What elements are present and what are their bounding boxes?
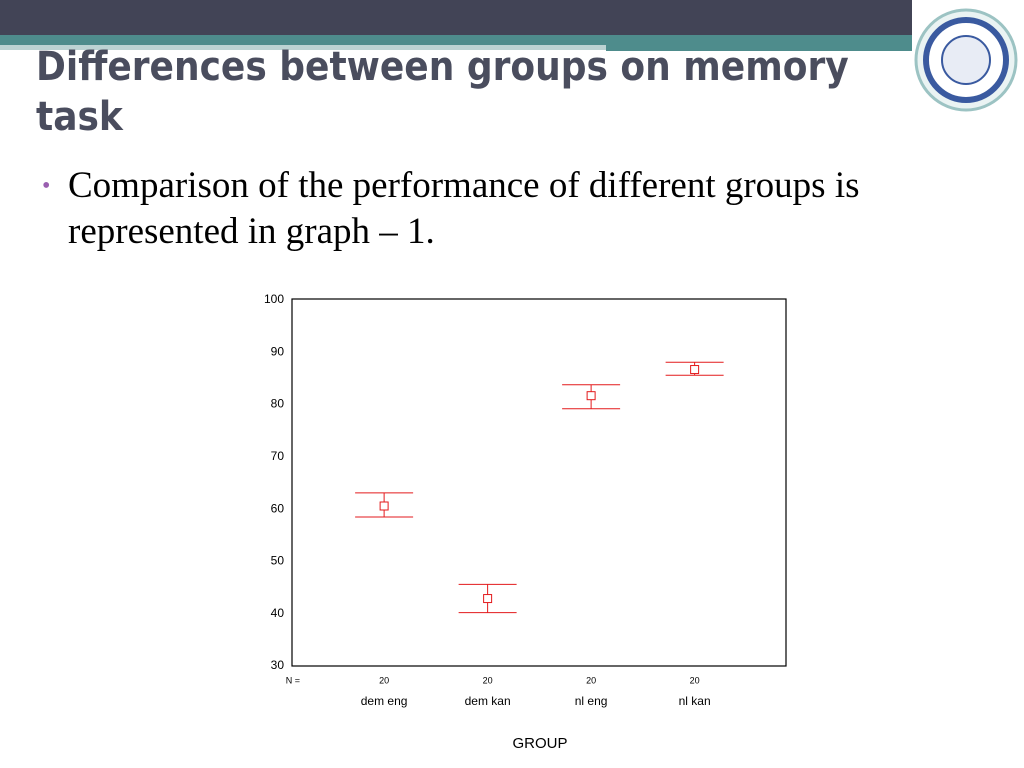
mean-marker [379,501,389,511]
slide-title: Differences between groups on memory tas… [36,44,849,140]
n-value: 20 [379,675,389,685]
y-tick-label: 100 [264,292,284,306]
mean-marker [586,391,596,401]
mean-marker [483,594,493,604]
logo [941,35,991,85]
y-tick-label: 50 [271,554,285,568]
header-bar [0,0,912,35]
y-tick-label: 80 [271,397,285,411]
x-tick-label: nl kan [679,694,711,708]
x-tick-label: nl eng [575,694,608,708]
header-band [0,45,606,50]
header-band [606,45,912,51]
plot-frame [291,298,787,667]
x-tick-label: dem eng [361,694,408,708]
bullet-dot: • [42,173,51,199]
mean-marker [690,365,700,375]
x-tick-label: dem kan [465,694,511,708]
n-value: 20 [690,675,700,685]
y-tick-label: 30 [271,658,285,672]
y-tick-label: 90 [271,344,285,358]
y-tick-label: 40 [271,606,285,620]
n-label: N = [286,675,300,685]
x-axis-label: GROUP [512,735,567,752]
n-value: 20 [586,675,596,685]
y-tick-label: 60 [271,501,285,515]
header-band [0,35,912,45]
bullet-text: Comparison of the performance of differe… [68,165,860,252]
y-tick-label: 70 [271,449,285,463]
n-value: 20 [483,675,493,685]
